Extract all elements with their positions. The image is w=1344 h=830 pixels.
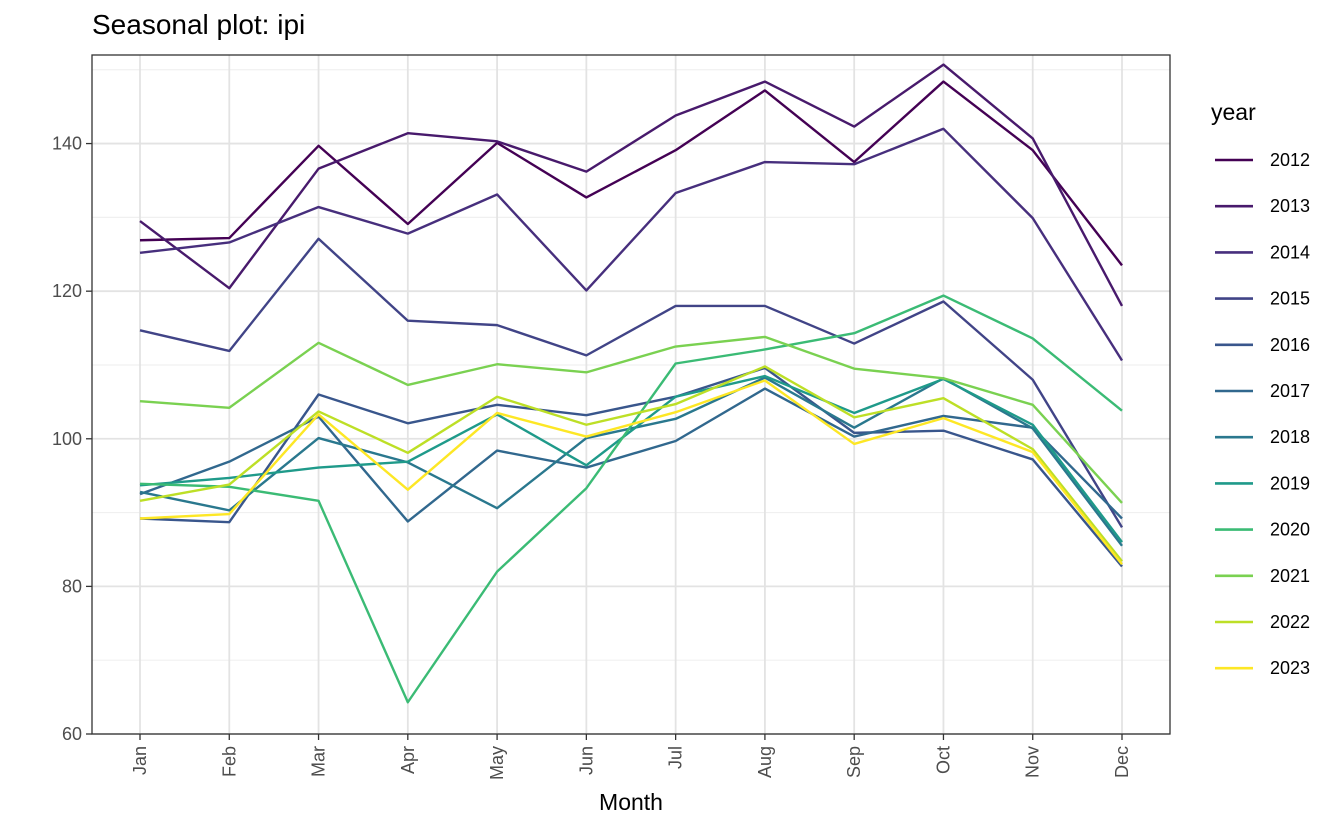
x-axis-title: Month	[599, 789, 663, 815]
series-line-2012	[139, 80, 1123, 267]
legend-label-2022: 2022	[1270, 612, 1310, 632]
series-line-2023	[139, 379, 1123, 565]
x-tick-label: Mar	[309, 746, 329, 777]
legend-label-2017: 2017	[1270, 381, 1310, 401]
x-tick-label: Oct	[933, 746, 953, 774]
x-tick-label: Feb	[219, 746, 239, 777]
legend: year 2012 2013 2014 2015 2016 2017 2018 2019 202…	[1211, 99, 1310, 678]
legend-label-2014: 2014	[1270, 242, 1310, 262]
panel-border	[91, 54, 1171, 735]
plot-area: 60 80 100 120 140 Jan Feb Mar Apr May Jun Jul Aug Sep…	[52, 54, 1171, 780]
series-line-2019	[139, 374, 1123, 543]
legend-label-2023: 2023	[1270, 658, 1310, 678]
legend-label-2021: 2021	[1270, 566, 1310, 586]
x-tick-label: Jan	[130, 746, 150, 775]
x-tick-label: Dec	[1112, 746, 1132, 778]
y-tick-label: 100	[52, 429, 82, 449]
x-tick-label: May	[487, 746, 507, 780]
legend-label-2013: 2013	[1270, 196, 1310, 216]
chart-title: Seasonal plot: ipi	[92, 9, 305, 40]
legend-label-2015: 2015	[1270, 289, 1310, 309]
y-tick-label: 120	[52, 281, 82, 301]
y-tick-label: 80	[62, 576, 82, 596]
series-line-2020	[139, 294, 1123, 704]
x-tick-label: Aug	[755, 746, 775, 778]
legend-label-2020: 2020	[1270, 520, 1310, 540]
series-line-2018	[139, 376, 1123, 547]
series-line-2014	[139, 127, 1124, 362]
x-tick-label: Nov	[1023, 746, 1043, 778]
x-tick-label: Sep	[844, 746, 864, 778]
series-line-2013	[139, 63, 1124, 307]
series-line-2015	[139, 237, 1124, 528]
x-tick-label: Jul	[666, 746, 686, 769]
y-tick-label: 60	[62, 724, 82, 744]
series-line-2022	[139, 365, 1123, 563]
legend-label-2019: 2019	[1270, 473, 1310, 493]
y-tick-label: 140	[52, 134, 82, 154]
legend-label-2016: 2016	[1270, 335, 1310, 355]
legend-title: year	[1211, 99, 1256, 125]
series-line-2016	[139, 366, 1123, 568]
x-tick-label: Apr	[398, 746, 418, 774]
series-line-2021	[139, 335, 1123, 504]
x-tick-label: Jun	[576, 746, 596, 775]
series-line-2017	[139, 387, 1123, 523]
legend-label-2012: 2012	[1270, 150, 1310, 170]
legend-label-2018: 2018	[1270, 427, 1310, 447]
